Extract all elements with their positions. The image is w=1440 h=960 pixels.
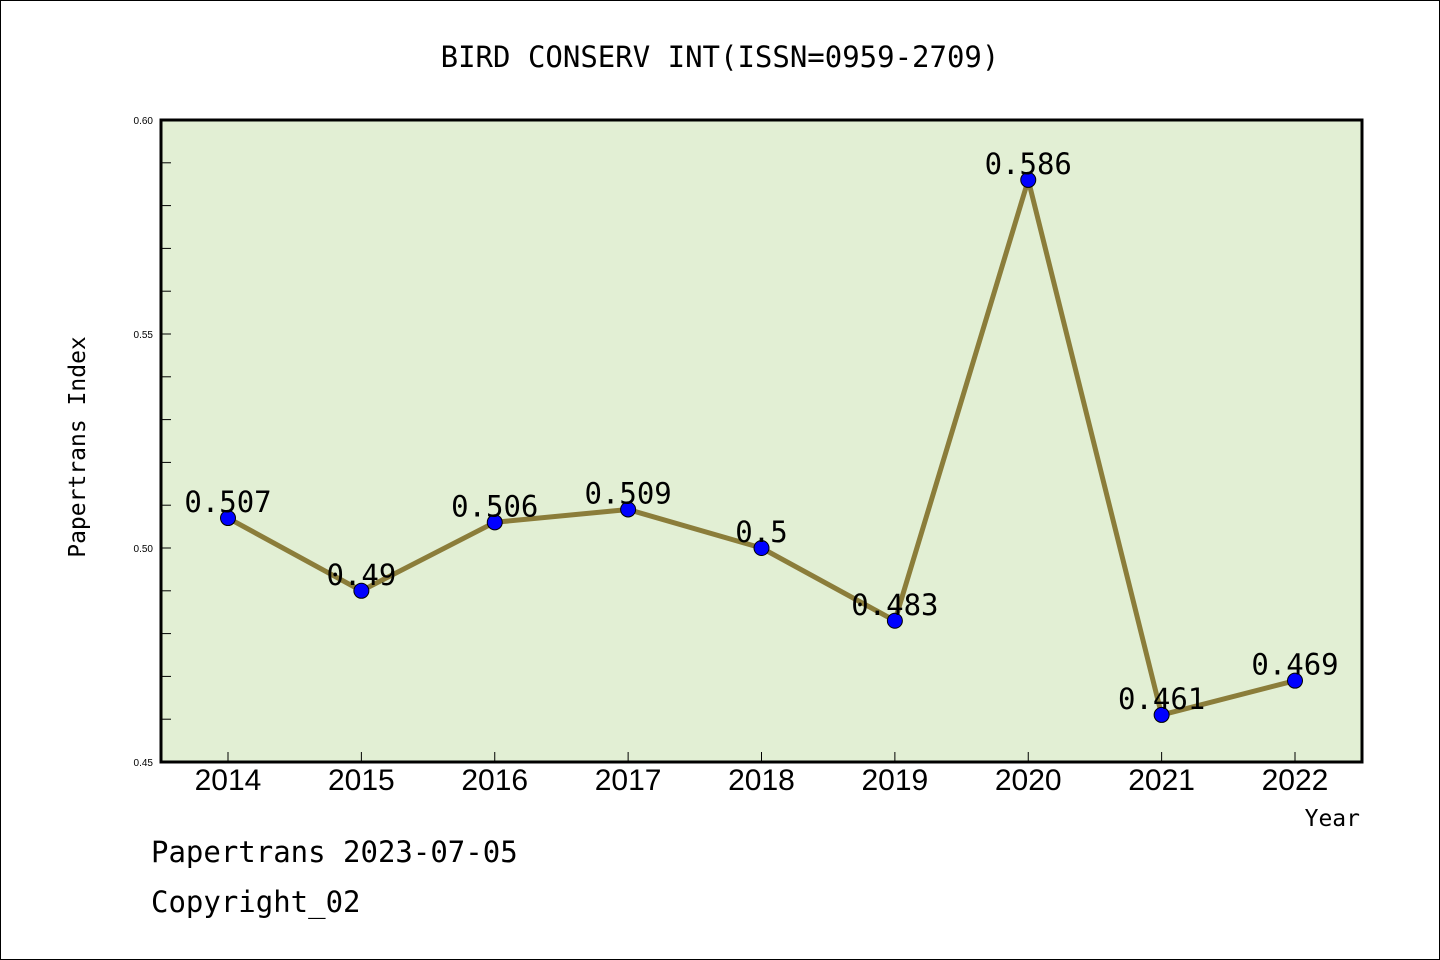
data-point (1287, 672, 1303, 689)
x-tick-label: 2015 (328, 764, 395, 797)
x-tick-label: 2014 (195, 764, 262, 797)
data-point (1153, 706, 1170, 723)
x-tick-label: 2020 (995, 764, 1062, 797)
data-label: 0.506 (451, 489, 538, 523)
data-point (353, 582, 370, 599)
data-label: 0.483 (851, 588, 938, 622)
x-tick-label: 2021 (1128, 764, 1195, 797)
x-tick-label: 2017 (595, 764, 662, 797)
plot-border (159, 118, 1364, 764)
chart-title: BIRD CONSERV INT(ISSN=0959-2709) (441, 40, 1000, 74)
y-tick-label: 0.55 (134, 330, 154, 341)
data-label: 0.49 (326, 558, 396, 592)
data-label: 0.586 (985, 147, 1072, 181)
data-label: 0.461 (1118, 682, 1205, 716)
y-axis-label: Papertrans Index (65, 336, 91, 558)
y-tick-label: 0.60 (134, 116, 154, 127)
data-point (1020, 171, 1037, 188)
data-point (620, 501, 637, 518)
data-label: 0.5 (735, 515, 787, 549)
plot-area (161, 120, 1362, 762)
y-tick-label: 0.50 (134, 544, 154, 555)
data-label: 0.507 (184, 485, 271, 519)
data-label: 0.469 (1251, 648, 1338, 682)
y-tick-label: 0.45 (134, 758, 154, 769)
footer-copyright: Copyright_02 (151, 885, 361, 919)
data-point (486, 514, 503, 531)
data-point (220, 510, 236, 527)
footer-date: Papertrans 2023-07-05 (151, 835, 518, 869)
data-point (753, 540, 770, 556)
x-axis-label: Year (1305, 806, 1360, 832)
x-tick-label: 2022 (1262, 764, 1329, 797)
x-tick-label: 2016 (461, 764, 528, 797)
x-tick-label: 2018 (728, 764, 795, 797)
data-point (886, 612, 903, 629)
data-label: 0.509 (584, 476, 671, 510)
x-tick-label: 2019 (862, 764, 929, 797)
